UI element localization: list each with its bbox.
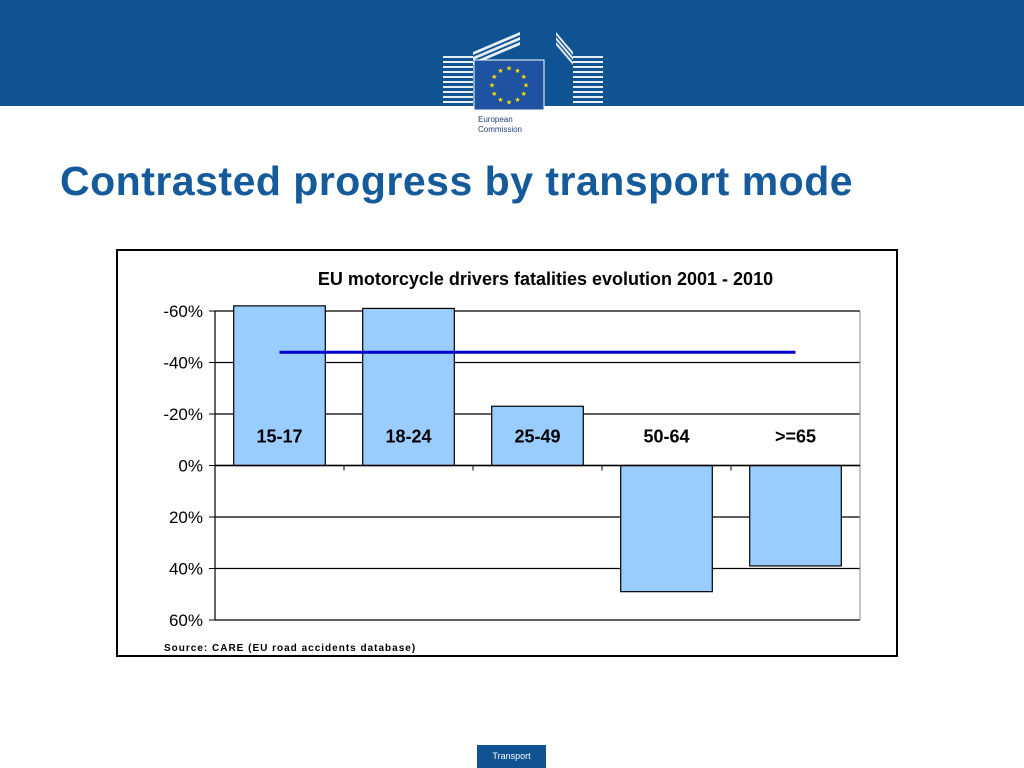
svg-text:★: ★ — [514, 96, 520, 104]
logo-text-line2: Commission — [478, 125, 522, 134]
y-tick-label: -20% — [163, 405, 203, 424]
footer-section-tag: Transport — [477, 745, 546, 768]
chart-title: EU motorcycle drivers fatalities evoluti… — [318, 269, 773, 289]
bar-50-64 — [620, 464, 713, 593]
svg-text:★: ★ — [523, 82, 529, 90]
svg-text:★: ★ — [521, 90, 527, 98]
bar-18-24 — [362, 307, 455, 467]
slide-title: Contrasted progress by transport mode — [60, 158, 854, 204]
svg-text:★: ★ — [514, 67, 520, 75]
y-tick-label: -60% — [163, 302, 203, 321]
bar-25-49 — [491, 405, 584, 467]
x-category-label: 50-64 — [643, 427, 689, 447]
svg-text:★: ★ — [506, 65, 512, 73]
bar->=65 — [749, 464, 842, 567]
chart-source-note: Source: CARE (EU road accidents database… — [164, 643, 416, 654]
y-tick-label: -40% — [163, 354, 203, 373]
y-tick-label: 0% — [178, 457, 203, 476]
x-category-label: 18-24 — [385, 427, 431, 447]
x-category-label: >=65 — [775, 427, 816, 447]
svg-text:★: ★ — [506, 99, 512, 107]
y-tick-label: 40% — [169, 560, 203, 579]
svg-text:★: ★ — [497, 67, 503, 75]
svg-text:★: ★ — [497, 96, 503, 104]
y-tick-label: 20% — [169, 508, 203, 527]
eu-stars-icon: ★ ★★★★★★★★★★★ — [489, 65, 529, 107]
svg-text:★: ★ — [491, 90, 497, 98]
svg-text:★: ★ — [491, 73, 497, 81]
svg-text:★: ★ — [489, 82, 495, 90]
svg-text:★: ★ — [521, 73, 527, 81]
bar-15-17 — [233, 305, 326, 467]
x-category-label: 25-49 — [514, 427, 560, 447]
logo-text-line1: European — [478, 115, 513, 124]
chart-frame: EU motorcycle drivers fatalities evoluti… — [116, 249, 898, 657]
european-commission-logo: ★ ★★★★★★★★★★★ European Commission — [443, 32, 603, 140]
y-tick-label: 60% — [169, 611, 203, 630]
bar-chart: EU motorcycle drivers fatalities evoluti… — [163, 269, 861, 654]
x-category-label: 15-17 — [256, 427, 302, 447]
